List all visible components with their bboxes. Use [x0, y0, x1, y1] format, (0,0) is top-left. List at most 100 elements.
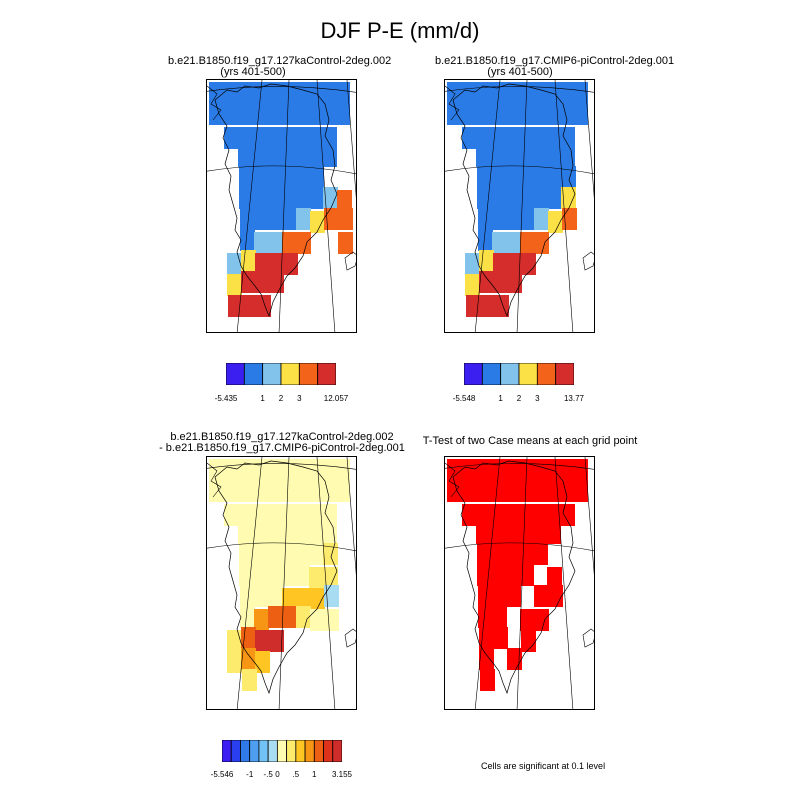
figure-title: DJF P-E (mm/d)	[320, 18, 480, 43]
colorbar-swatch	[240, 740, 251, 762]
grid-cell	[337, 190, 352, 212]
coastline-fragment	[207, 462, 222, 498]
colorbar-swatch	[276, 740, 288, 762]
grid-cell	[239, 187, 324, 209]
grid-cell	[477, 166, 576, 188]
grid-cell	[507, 648, 522, 670]
grid-cell	[338, 232, 353, 254]
grid-cell	[228, 295, 271, 317]
meridian-line	[316, 457, 336, 709]
colorbar-swatch	[536, 363, 557, 385]
iceland-coastline	[582, 251, 594, 271]
grid-cell	[282, 588, 325, 610]
coastline-fragment	[207, 85, 222, 121]
panel-3-title-line-2: - b.e21.B1850.f19_g17.CMIP6-piControl-2d…	[159, 442, 405, 454]
grid-cell	[520, 232, 549, 254]
cb2-label: 13.77	[563, 394, 585, 403]
coastline-fragment	[445, 85, 460, 121]
panel-3-map	[206, 456, 357, 710]
iceland-coastline	[344, 628, 356, 648]
colorbar-swatch	[317, 363, 336, 385]
grid-cell	[227, 630, 242, 652]
panel-1-title: b.e21.B1850.f19_g17.127kaControl-2deg.00…	[168, 55, 392, 78]
parallel-line	[207, 165, 356, 175]
grid-cell	[447, 480, 588, 502]
grid-cell	[240, 229, 255, 251]
grid-cell	[254, 232, 283, 254]
cb3-label: 3.155	[331, 770, 353, 779]
cb1-label: 1	[260, 394, 265, 403]
grid-cell	[323, 187, 338, 209]
cb2-label: 2	[516, 394, 522, 403]
grid-cell	[241, 648, 256, 670]
parallel-line	[445, 86, 594, 93]
grid-cell	[227, 253, 242, 275]
parallel-line	[207, 463, 356, 470]
panel-2-title-line-2: (yrs 401-500)	[487, 66, 553, 78]
cb3-label: 1	[312, 770, 317, 779]
cb1-label: -5.435	[214, 394, 238, 403]
panel-1-title-line-1: b.e21.B1850.f19_g17.127kaControl-2deg.00…	[168, 55, 392, 67]
grid-cell	[224, 504, 337, 526]
grid-cell	[296, 606, 311, 628]
grid-cell	[310, 211, 325, 233]
grid-cell	[478, 229, 493, 251]
grid-cell	[227, 274, 242, 296]
coastline-fragment	[445, 462, 460, 498]
panel-3-colorbar-labels: -5.546 -1 -.5 0 .5 1 3.155	[211, 770, 352, 780]
grid-cell	[254, 609, 269, 631]
cb3-label: .5	[292, 770, 300, 779]
cb3-label: 0	[275, 770, 280, 779]
colorbar-swatch	[222, 740, 232, 762]
meridian-line	[346, 80, 356, 199]
grid-cell	[239, 543, 324, 565]
grid-cell	[477, 187, 562, 209]
grid-cell	[296, 208, 311, 230]
colorbar-swatch	[295, 740, 306, 762]
parallel-line	[207, 86, 356, 93]
grid-cell	[547, 567, 562, 589]
grid-cell	[493, 253, 536, 275]
grid-cell	[239, 564, 310, 586]
grid-cell	[240, 208, 297, 230]
grid-cell	[255, 630, 284, 652]
grid-cell	[466, 295, 509, 317]
colorbar-swatch	[258, 740, 269, 762]
panel-2-colorbar-labels: -5.548 1 2 3 13.77	[453, 394, 584, 404]
colorbar-swatch	[230, 740, 241, 762]
iceland-coastline	[344, 251, 356, 271]
colorbar-swatch	[280, 363, 300, 385]
grid-cell	[479, 627, 508, 649]
grid-cell	[282, 232, 311, 254]
meridian-line	[554, 457, 574, 709]
grid-cell	[462, 127, 575, 149]
grid-cell	[476, 522, 561, 544]
colorbar-swatch	[323, 740, 334, 762]
grid-cell	[209, 480, 350, 502]
panel-2-colorbar	[464, 363, 574, 385]
colorbar-swatch	[226, 363, 245, 385]
panel-1-colorbar	[226, 363, 336, 385]
panel-1-colorbar-labels: -5.435 1 2 3 12.057	[215, 394, 349, 404]
panel-4-title: T-Test of two Case means at each grid po…	[400, 436, 660, 447]
grid-cell	[239, 166, 324, 188]
grid-cell	[479, 648, 494, 670]
significance-note: Cells are significant at 0.1 level	[481, 761, 606, 771]
panel-3-title-line-1: b.e21.B1850.f19_g17.127kaControl-2deg.00…	[170, 431, 394, 443]
grid-cell	[224, 127, 337, 149]
colorbar-swatch	[481, 363, 502, 385]
grid-cell	[310, 609, 339, 631]
meridian-line	[236, 457, 263, 709]
grid-cell	[238, 145, 337, 167]
colorbar-swatch	[243, 363, 264, 385]
panel-4-map	[444, 456, 595, 710]
grid-cell	[462, 504, 575, 526]
parallel-line	[445, 463, 594, 470]
meridian-line	[346, 457, 356, 576]
grid-cell	[521, 630, 536, 652]
grid-cell	[242, 669, 257, 691]
grid-cell	[561, 187, 576, 209]
grid-cell	[478, 606, 507, 628]
grid-cell	[520, 609, 549, 631]
meridian-line	[584, 80, 594, 199]
